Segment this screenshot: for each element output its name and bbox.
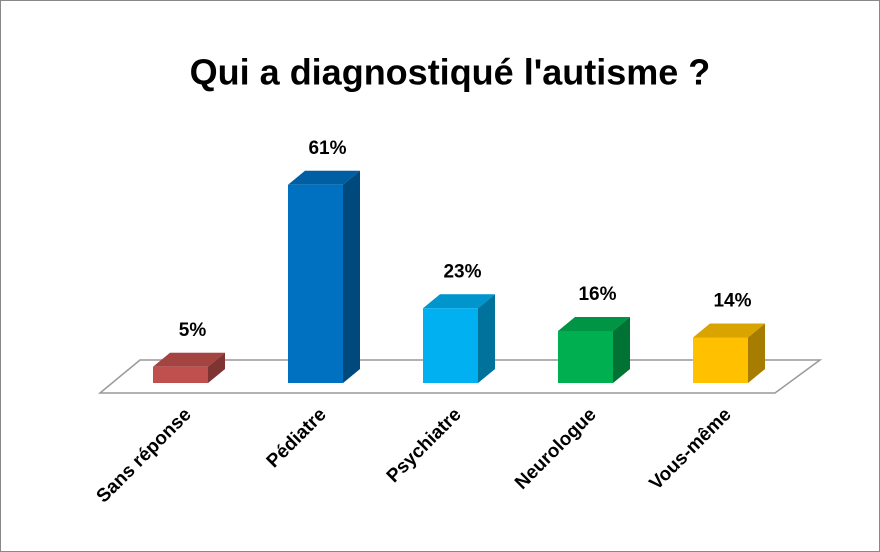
bar [558, 331, 613, 383]
value-label: 61% [308, 138, 346, 159]
bar-top [558, 317, 630, 331]
bar [153, 366, 208, 383]
bar-side [208, 352, 225, 383]
bar-top [423, 294, 495, 309]
bar-top-shade [288, 170, 360, 185]
bar-side-shade [343, 170, 360, 383]
bar-top-shade [558, 317, 630, 331]
bar-side [748, 323, 765, 383]
chart-title: Qui a diagnostiqué l'autisme ? [190, 52, 711, 93]
bar-side [343, 170, 360, 383]
bar-side [613, 317, 630, 383]
bar-top [153, 352, 225, 367]
bar-side-shade [748, 323, 765, 383]
value-label: 14% [713, 291, 751, 312]
bar-top-shade [693, 323, 765, 338]
bar-top-shade [153, 352, 225, 367]
value-label: 23% [443, 261, 481, 282]
bar [423, 308, 478, 383]
bar-side-shade [613, 317, 630, 383]
bar-top-shade [423, 294, 495, 309]
value-label: 16% [578, 284, 616, 305]
bar-side [478, 294, 495, 383]
bar [693, 337, 748, 383]
bar-top [288, 170, 360, 185]
bar-side-shade [208, 352, 225, 383]
bar-side-shade [478, 294, 495, 383]
bar [288, 184, 343, 383]
bar-top [693, 323, 765, 338]
value-label: 5% [179, 320, 207, 341]
